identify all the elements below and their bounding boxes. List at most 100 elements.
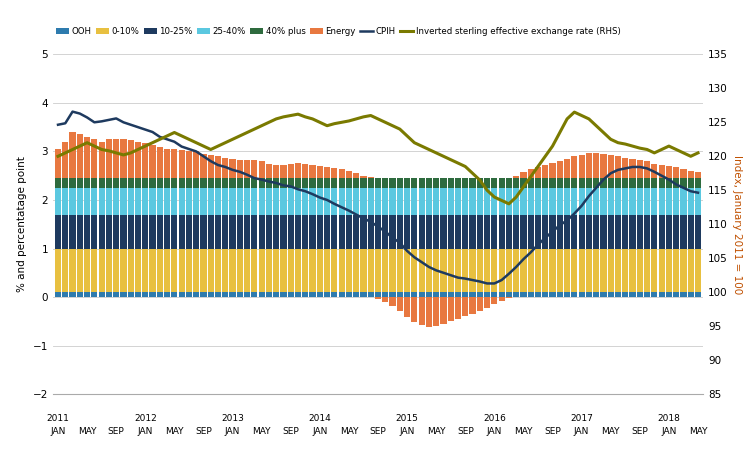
Bar — [673, 188, 679, 215]
Bar — [637, 160, 643, 178]
Bar — [156, 215, 163, 250]
Text: 2016: 2016 — [483, 414, 506, 423]
Bar — [367, 292, 373, 297]
Bar — [77, 135, 83, 178]
Bar — [498, 178, 505, 188]
Bar — [622, 188, 628, 215]
Bar — [259, 188, 265, 215]
Bar — [673, 292, 679, 297]
Bar — [156, 147, 163, 178]
Bar — [353, 215, 359, 250]
Bar — [309, 250, 316, 292]
Bar — [484, 215, 490, 250]
Bar — [164, 215, 170, 250]
Bar — [287, 188, 294, 215]
Bar — [586, 153, 592, 178]
Bar — [361, 250, 367, 292]
Bar — [688, 215, 694, 250]
Bar — [651, 292, 658, 297]
Bar — [600, 215, 606, 250]
Bar — [411, 292, 417, 297]
Bar — [556, 250, 563, 292]
Bar — [513, 215, 519, 250]
Bar — [572, 188, 578, 215]
Bar — [164, 178, 170, 188]
Bar — [200, 188, 206, 215]
Bar — [644, 292, 650, 297]
Bar — [433, 178, 439, 188]
Bar — [295, 188, 301, 215]
Bar — [302, 178, 308, 188]
Bar — [317, 215, 323, 250]
Bar — [695, 188, 701, 215]
Bar — [615, 156, 621, 178]
Bar — [339, 292, 345, 297]
Bar — [630, 215, 636, 250]
Bar — [688, 171, 694, 178]
Bar — [455, 250, 461, 292]
Bar — [287, 250, 294, 292]
Bar — [564, 292, 570, 297]
Bar — [448, 292, 454, 297]
Bar — [666, 292, 672, 297]
Bar — [150, 178, 156, 188]
Bar — [106, 178, 112, 188]
Bar — [237, 215, 243, 250]
Bar — [287, 178, 294, 188]
Bar — [273, 178, 279, 188]
Bar — [695, 215, 701, 250]
Bar — [433, 215, 439, 250]
Bar — [572, 178, 578, 188]
Bar — [331, 188, 337, 215]
Bar — [70, 250, 76, 292]
Bar — [215, 156, 221, 178]
Bar — [98, 215, 105, 250]
Bar — [230, 159, 236, 178]
Bar — [622, 292, 628, 297]
Bar — [172, 149, 178, 178]
Bar — [658, 188, 665, 215]
Bar — [106, 140, 112, 178]
Bar — [556, 215, 563, 250]
Bar — [172, 188, 178, 215]
Bar — [345, 215, 352, 250]
Bar — [528, 215, 534, 250]
Bar — [673, 215, 679, 250]
Bar — [375, 215, 381, 250]
Bar — [128, 178, 134, 188]
Bar — [324, 188, 330, 215]
Bar — [55, 215, 61, 250]
Bar — [309, 292, 316, 297]
Bar — [106, 292, 112, 297]
Bar — [528, 250, 534, 292]
Bar — [200, 215, 206, 250]
Text: SEP: SEP — [370, 428, 386, 436]
Bar — [70, 132, 76, 178]
Bar — [361, 292, 367, 297]
Bar — [469, 178, 476, 188]
Bar — [506, 250, 512, 292]
Bar — [251, 160, 258, 178]
Bar — [200, 292, 206, 297]
Bar — [440, 215, 447, 250]
Bar — [506, 178, 512, 188]
Bar — [556, 178, 563, 188]
Bar — [644, 161, 650, 178]
Bar — [404, 250, 411, 292]
Text: SEP: SEP — [457, 428, 474, 436]
Bar — [637, 292, 643, 297]
Text: 2013: 2013 — [221, 414, 244, 423]
Bar — [156, 292, 163, 297]
Bar — [572, 250, 578, 292]
Bar — [208, 188, 214, 215]
Bar — [520, 215, 526, 250]
Bar — [237, 292, 243, 297]
Bar — [658, 250, 665, 292]
Bar — [448, 178, 454, 188]
Bar — [469, 188, 476, 215]
Bar — [586, 188, 592, 215]
Bar — [608, 292, 614, 297]
Bar — [572, 156, 578, 178]
Bar — [361, 178, 367, 188]
Bar — [200, 178, 206, 188]
